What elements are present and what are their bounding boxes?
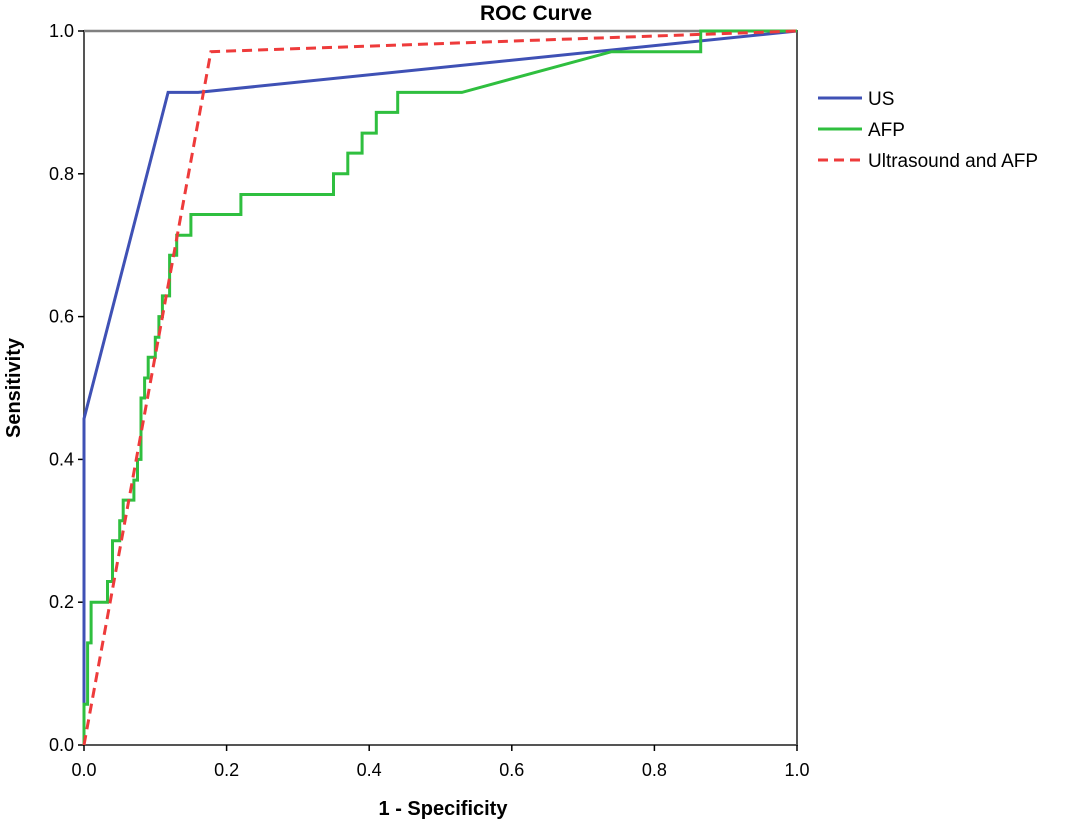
plot-frame [83, 30, 798, 746]
legend-label: Ultrasound and AFP [868, 151, 1038, 172]
x-tick-label: 0.0 [71, 760, 96, 780]
y-tick-label: 0.6 [49, 307, 74, 327]
y-axis-title: Sensitivity [3, 337, 25, 438]
x-axis-title: 1 - Specificity [379, 798, 509, 820]
y-axis: 0.0 0.2 0.4 0.6 0.8 1.0 [49, 21, 84, 755]
legend: US AFP Ultrasound and AFP [818, 89, 1038, 172]
y-tick-label: 1.0 [49, 21, 74, 41]
series-line-us [82, 29, 798, 745]
legend-label: AFP [868, 120, 905, 141]
plot-area: 0.0 0.2 0.4 0.6 0.8 1.0 0.0 0.2 0.4 0.6 0.8 1.0 [49, 21, 810, 780]
chart-title: ROC Curve [480, 2, 592, 25]
x-tick-label: 0.4 [357, 760, 382, 780]
x-axis: 0.0 0.2 0.4 0.6 0.8 1.0 [71, 745, 810, 780]
x-tick-label: 0.8 [642, 760, 667, 780]
legend-label: US [868, 89, 894, 110]
x-tick-label: 1.0 [784, 760, 809, 780]
y-tick-label: 0.8 [49, 164, 74, 184]
x-tick-label: 0.2 [214, 760, 239, 780]
series-line-ultrasound-and-afp [82, 29, 798, 746]
series-line-afp [82, 29, 797, 745]
y-tick-label: 0.4 [49, 449, 74, 469]
y-tick-label: 0.2 [49, 592, 74, 612]
y-tick-label: 0.0 [49, 735, 74, 755]
x-tick-label: 0.6 [499, 760, 524, 780]
series-layer [82, 29, 798, 746]
